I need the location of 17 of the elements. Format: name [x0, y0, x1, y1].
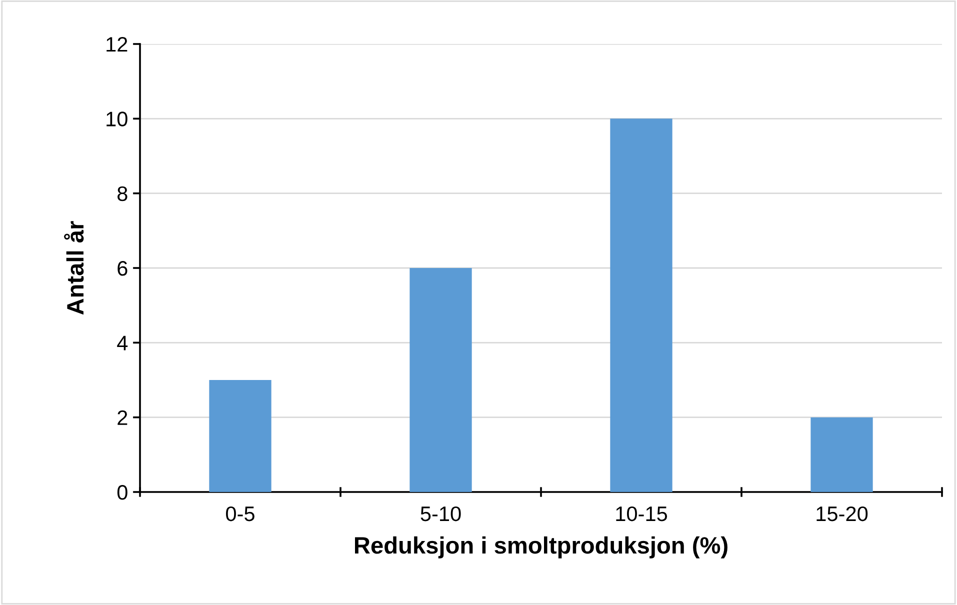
y-tick-label: 10 [106, 112, 128, 126]
y-tick-label: 2 [118, 410, 128, 425]
y-tick-label: 8 [118, 186, 128, 202]
bar [410, 268, 472, 492]
y-tick-label: 4 [117, 336, 128, 350]
y-axis-title: Antall år [64, 221, 84, 315]
x-axis-title: Reduksjon i smoltproduksjon (%) [355, 536, 728, 558]
x-tick-label: 15-20 [816, 506, 868, 522]
bar [810, 417, 873, 492]
x-tick-label: 5-10 [420, 506, 461, 522]
bar [610, 118, 672, 492]
x-tick-label: 0-5 [226, 506, 254, 522]
bar [209, 380, 272, 492]
y-tick-label: 12 [106, 37, 128, 52]
y-tick-label: 6 [118, 261, 128, 276]
y-tick-label: 0 [117, 485, 128, 500]
x-tick-label: 10-15 [616, 506, 668, 522]
